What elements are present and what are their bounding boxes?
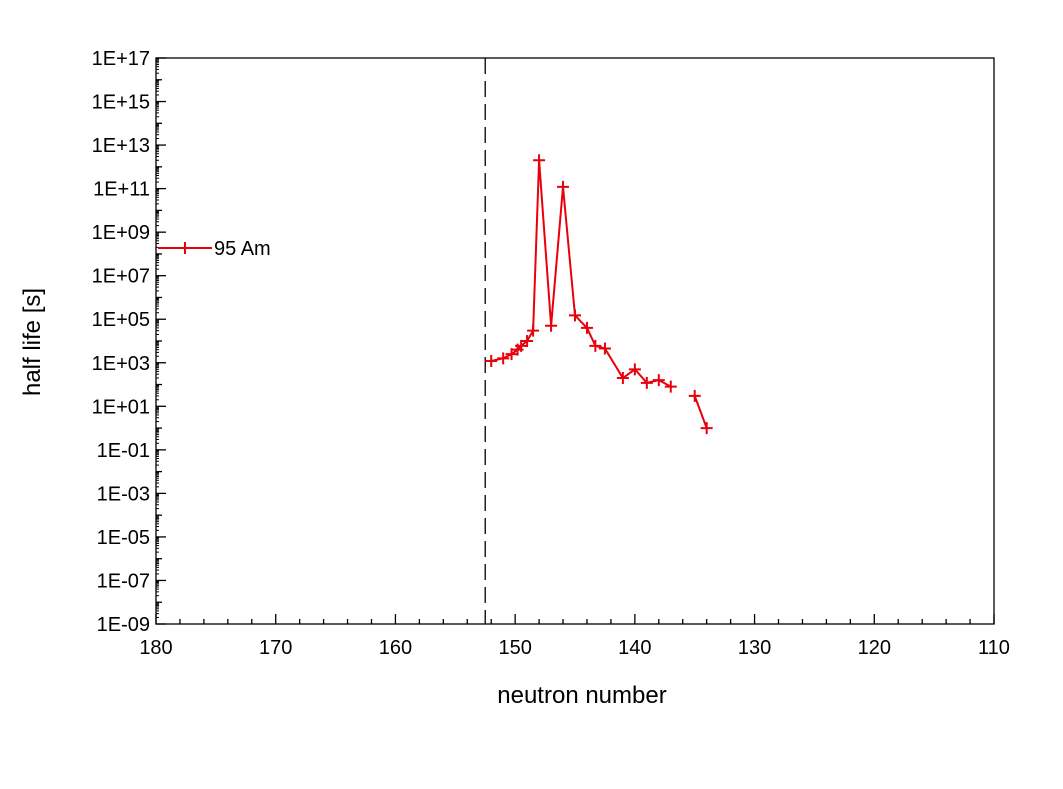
data-point-marker xyxy=(580,321,593,334)
data-point-marker xyxy=(545,319,558,332)
data-point-marker xyxy=(497,352,510,365)
data-point-marker xyxy=(533,154,546,167)
data-point-marker xyxy=(688,389,701,402)
y-tick-label: 1E-05 xyxy=(97,527,150,549)
y-tick-label: 1E+13 xyxy=(92,135,150,157)
data-point-marker xyxy=(589,339,602,352)
y-tick-label: 1E+01 xyxy=(92,396,150,418)
x-tick-label: 130 xyxy=(738,637,771,659)
data-point-marker xyxy=(521,335,534,347)
data-point-marker xyxy=(616,371,629,384)
x-tick-label: 150 xyxy=(498,637,531,659)
x-tick-label: 160 xyxy=(379,637,412,659)
data-point-marker xyxy=(664,380,677,393)
y-tick-label: 1E+09 xyxy=(92,222,150,244)
y-axis-title: half life [s] xyxy=(19,288,46,396)
data-point-marker xyxy=(598,342,611,355)
y-tick-label: 1E+11 xyxy=(93,179,150,201)
x-tick-label: 180 xyxy=(139,637,172,659)
series-line xyxy=(693,395,708,429)
y-tick-label: 1E+15 xyxy=(92,92,150,114)
x-tick-label: 120 xyxy=(858,637,891,659)
y-tick-label: 1E+03 xyxy=(92,353,150,375)
x-tick-label: 170 xyxy=(259,637,292,659)
data-point-marker xyxy=(485,355,498,368)
data-point-marker xyxy=(652,374,665,387)
data-point-marker xyxy=(557,180,570,193)
x-tick-label: 140 xyxy=(618,637,651,659)
y-tick-label: 1E-03 xyxy=(97,483,150,505)
y-tick-label: 1E-09 xyxy=(97,614,150,636)
data-point-marker xyxy=(640,376,653,389)
y-tick-label: 1E-07 xyxy=(97,570,150,592)
y-tick-label: 1E+05 xyxy=(92,309,150,331)
y-tick-label: 1E-01 xyxy=(97,440,150,462)
legend-marker xyxy=(179,242,191,254)
data-point-marker xyxy=(569,309,581,322)
y-tick-label: 1E+07 xyxy=(92,266,150,288)
x-tick-label: 110 xyxy=(978,637,1010,659)
plot-frame xyxy=(155,57,995,625)
legend-label: 95 Am xyxy=(214,238,271,260)
data-point-marker xyxy=(700,422,713,435)
data-point-marker xyxy=(527,324,540,337)
data-point-marker xyxy=(628,363,641,376)
y-tick-label: 1E+17 xyxy=(92,48,150,70)
x-axis-title: neutron number xyxy=(497,682,666,709)
